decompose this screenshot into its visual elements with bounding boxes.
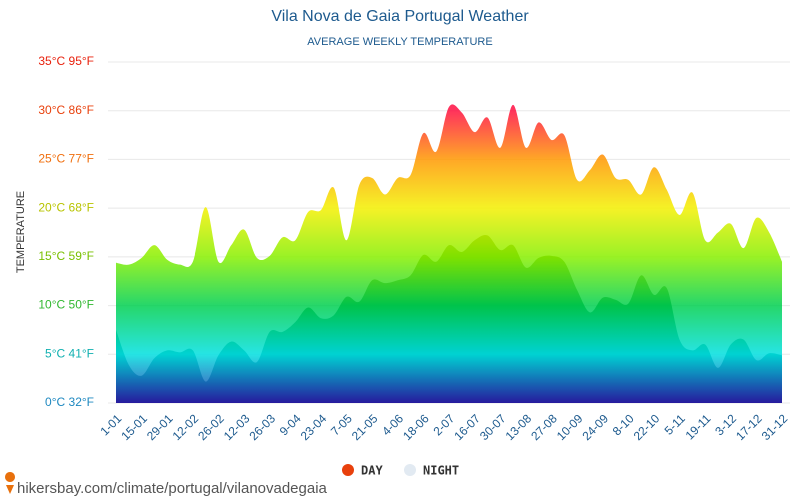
x-tick-label: 10-09 (554, 411, 586, 443)
x-tick-label: 16-07 (451, 411, 483, 443)
x-tick-label: 23-04 (298, 411, 330, 443)
y-axis-title: TEMPERATURE (15, 191, 27, 273)
chart-title: Vila Nova de Gaia Portugal Weather (271, 8, 529, 25)
y-tick-label: 10°C 50°F (38, 298, 94, 312)
y-tick-label: 35°C 95°F (38, 54, 94, 68)
night-shade (116, 235, 782, 403)
legend-swatch (342, 464, 354, 476)
x-tick-label: 29-01 (144, 411, 176, 443)
source-text: hikersbay.com/climate/portugal/vilanovad… (17, 480, 328, 497)
y-tick-label: 5°C 41°F (45, 346, 94, 360)
legend-label: DAY (361, 464, 383, 478)
x-tick-label: 31-12 (759, 411, 791, 443)
x-tick-label: 22-10 (631, 411, 663, 443)
x-tick-label: 21-05 (349, 411, 381, 443)
y-tick-label: 15°C 59°F (38, 249, 94, 263)
x-tick-label: 17-12 (733, 411, 765, 443)
chart-subtitle: AVERAGE WEEKLY TEMPERATURE (307, 36, 492, 48)
x-tick-label: 30-07 (477, 411, 509, 443)
source: hikersbay.com/climate/portugal/vilanovad… (5, 472, 328, 497)
x-tick-label: 12-02 (170, 411, 202, 443)
x-tick-label: 13-08 (503, 411, 535, 443)
legend-swatch (404, 464, 416, 476)
x-tick-label: 19-11 (683, 411, 714, 442)
x-tick-label: 24-09 (579, 411, 611, 443)
y-tick-label: 20°C 68°F (38, 200, 94, 214)
y-tick-label: 30°C 86°F (38, 103, 94, 117)
pin-icon (5, 472, 16, 494)
x-tick-label: 26-02 (195, 411, 227, 443)
x-tick-label: 12-03 (221, 411, 253, 443)
y-tick-label: 25°C 77°F (38, 152, 94, 166)
y-tick-label: 0°C 32°F (45, 395, 94, 409)
night-area (116, 235, 782, 403)
x-tick-label: 26-03 (246, 411, 278, 443)
x-tick-label: 27-08 (528, 411, 560, 443)
x-tick-label: 18-06 (400, 411, 432, 443)
legend-label: NIGHT (423, 464, 459, 478)
x-tick-label: 15-01 (118, 411, 150, 443)
